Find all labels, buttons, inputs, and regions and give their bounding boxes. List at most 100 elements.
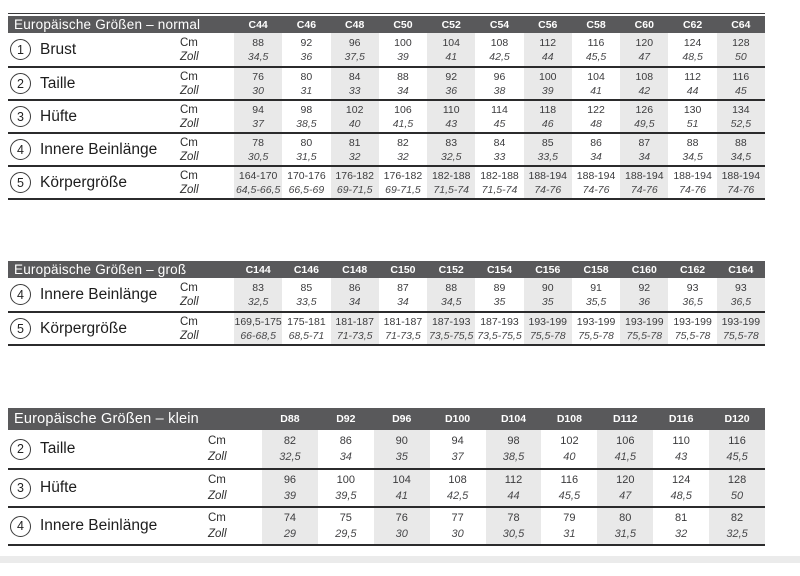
- value-zoll: 39: [283, 490, 297, 502]
- value-zoll: 40: [563, 451, 576, 463]
- unit-zoll-label: Zoll: [180, 150, 199, 163]
- value-cm: 98: [507, 435, 520, 447]
- column-header-C164: C164: [728, 263, 754, 276]
- value-cell: 96 39: [262, 470, 318, 506]
- value-zoll: 41,5: [392, 117, 414, 130]
- column-header-D104: D104: [500, 413, 527, 425]
- row-label-cell: 5 Körpergröße: [8, 318, 170, 339]
- table-row-taille: 2 Taille Cm Zoll 76 30 80 31 84 33 88 34 92 36 96 38 100…: [8, 66, 765, 99]
- table-title: Europäische Größen – groß: [14, 262, 187, 277]
- value-cell: 86 34: [318, 430, 374, 468]
- column-header-C156: C156: [535, 263, 561, 276]
- value-zoll: 41: [445, 50, 458, 63]
- value-zoll: 42: [638, 84, 651, 97]
- value-zoll: 37,5: [344, 50, 365, 63]
- value-zoll: 75,5-78: [723, 329, 759, 342]
- value-cm: 82: [730, 512, 744, 524]
- value-zoll: 71-73,5: [385, 329, 421, 342]
- value-zoll: 31,5: [296, 150, 317, 163]
- column-header-C154: C154: [486, 263, 513, 276]
- value-cm: 75: [339, 512, 352, 524]
- table-header-bar: Europäische Größen – klein D88 D92 D96 D100 D…: [8, 408, 765, 430]
- value-cell: 169,5-175 66-68,5: [234, 313, 283, 344]
- value-zoll: 39: [397, 50, 409, 63]
- unit-labels-cell: Cm Zoll: [198, 472, 262, 504]
- value-zoll: 34,5: [730, 150, 752, 163]
- value-cell: 93 36,5: [716, 278, 765, 311]
- row-number-badge: 4: [10, 139, 31, 160]
- value-zoll: 48,5: [670, 490, 692, 502]
- value-cell: 130 51: [668, 101, 716, 132]
- value-cell: 134 52,5: [716, 101, 765, 132]
- value-zoll: 34: [638, 150, 651, 163]
- column-header-C54: C54: [489, 18, 510, 31]
- column-header-C144: C144: [245, 263, 271, 276]
- column-header-D88: D88: [280, 413, 300, 425]
- value-zoll: 47: [638, 50, 651, 63]
- value-zoll: 31: [563, 528, 576, 540]
- value-zoll: 36: [445, 84, 458, 97]
- value-zoll: 50: [730, 490, 744, 502]
- value-cm: 92: [638, 281, 651, 294]
- value-zoll: 45: [735, 84, 747, 97]
- table-row-h-fte: 3 Hüfte Cm Zoll 96 39 100 39,5 104 41 108 42,5 112 44…: [8, 468, 765, 506]
- size-chart-page: Europäische Größen – normal C44 C46 C48 C50 C…: [0, 13, 800, 546]
- value-zoll: 74-76: [727, 183, 755, 196]
- value-cm: 88: [397, 70, 409, 83]
- value-cell: 80 31,5: [597, 508, 654, 544]
- value-cm: 104: [442, 36, 460, 49]
- row-number-badge: 2: [10, 438, 31, 460]
- unit-zoll-label: Zoll: [208, 528, 227, 540]
- unit-labels-cell: Cm Zoll: [170, 315, 234, 343]
- value-cm: 114: [491, 103, 508, 116]
- row-number-badge: 5: [10, 318, 31, 339]
- value-cell: 82 32,5: [262, 430, 318, 468]
- value-cm: 100: [336, 474, 355, 486]
- value-cell: 100 39: [379, 33, 427, 66]
- unit-zoll-label: Zoll: [180, 84, 199, 97]
- column-header-C60: C60: [634, 18, 654, 31]
- unit-cm-label: Cm: [180, 281, 198, 294]
- column-header-D116: D116: [668, 413, 694, 425]
- value-cell: 193-199 75,5-78: [668, 313, 716, 344]
- value-zoll: 41: [590, 84, 602, 97]
- value-cm: 87: [397, 281, 409, 294]
- value-cell: 89 35: [475, 278, 523, 311]
- value-cm: 176-182: [335, 169, 374, 182]
- value-cm: 182-188: [480, 169, 519, 182]
- row-label-cell: 3 Hüfte: [8, 477, 198, 499]
- value-cell: 74 29: [262, 508, 318, 544]
- unit-labels-cell: Cm Zoll: [198, 433, 262, 465]
- unit-cm-label: Cm: [180, 315, 198, 328]
- value-cm: 124: [671, 474, 691, 486]
- value-cm: 100: [394, 36, 412, 49]
- value-cell: 106 41,5: [597, 430, 654, 468]
- value-zoll: 71,5-74: [433, 183, 470, 196]
- value-zoll: 73,5-75,5: [429, 329, 474, 342]
- value-cell: 104 41: [373, 470, 430, 506]
- row-label: Körpergröße: [40, 319, 128, 337]
- value-cm: 116: [560, 474, 579, 486]
- value-zoll: 34,5: [441, 295, 462, 308]
- value-cell: 187-193 73,5-75,5: [475, 313, 523, 344]
- value-zoll: 45,5: [726, 451, 748, 463]
- value-cm: 87: [638, 136, 651, 149]
- value-cm: 85: [300, 281, 313, 294]
- value-cm: 188-194: [721, 169, 761, 182]
- value-zoll: 32: [675, 528, 688, 540]
- row-label: Innere Beinlänge: [40, 517, 158, 534]
- value-cell: 88 34,5: [234, 33, 283, 66]
- value-zoll: 52,5: [730, 117, 752, 130]
- value-cm: 102: [560, 435, 579, 447]
- value-cell: 81 32: [330, 134, 379, 165]
- value-zoll: 43: [445, 117, 458, 130]
- column-header-C146: C146: [293, 263, 319, 276]
- unit-labels-cell: Cm Zoll: [170, 36, 234, 64]
- value-cm: 170-176: [287, 169, 326, 182]
- value-cm: 122: [587, 103, 605, 116]
- column-header-C158: C158: [583, 263, 609, 276]
- value-cm: 88: [252, 36, 264, 49]
- value-zoll: 35: [493, 295, 506, 308]
- value-cell: 80 31,5: [282, 134, 330, 165]
- column-header-C64: C64: [731, 18, 751, 31]
